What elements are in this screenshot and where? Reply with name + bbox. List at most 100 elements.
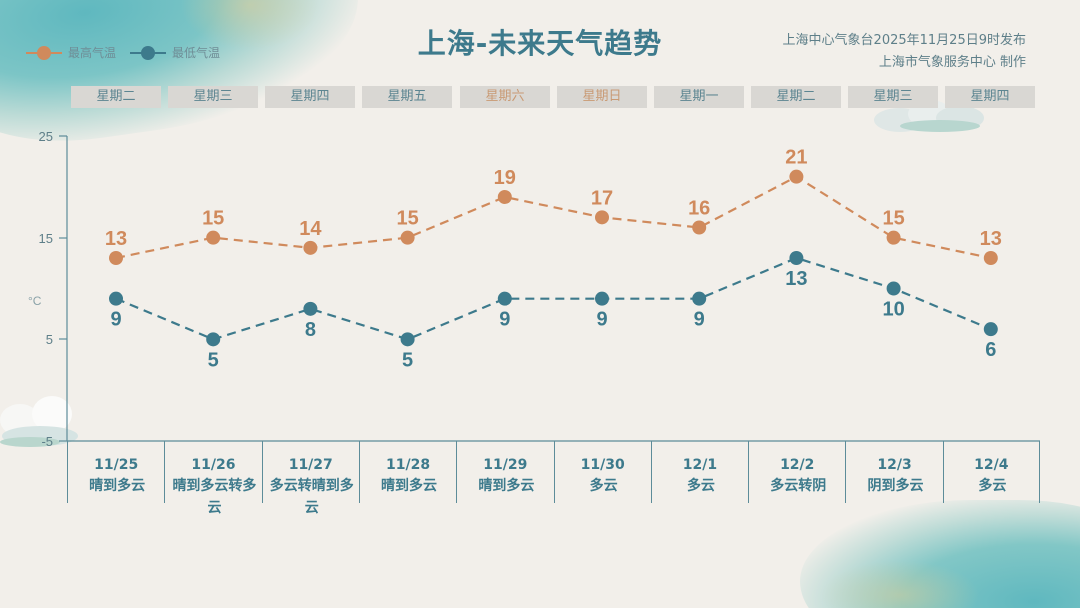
data-point [206, 332, 221, 347]
legend-item-low: 最低气温 [130, 44, 220, 61]
data-label: 15 [202, 208, 224, 230]
data-point [497, 190, 512, 204]
date-label: 11/26 [191, 457, 236, 473]
y-tick-label: 25 [39, 129, 53, 144]
data-point [109, 251, 123, 265]
forecast-column: 11/28 晴到多云 [358, 441, 456, 503]
high-temp-series: 13 15 14 15 19 17 16 21 15 13 [105, 147, 1002, 265]
forecast-column: 12/1 多云 [650, 441, 748, 503]
date-label: 12/1 [682, 457, 718, 473]
forecast-column: 11/25 晴到多云 [67, 441, 164, 503]
legend-label-low: 最低气温 [172, 46, 221, 60]
data-point [109, 291, 123, 306]
date-label: 11/30 [580, 457, 625, 473]
date-label: 12/4 [974, 457, 1009, 473]
y-axis-unit-label: °C [28, 294, 42, 308]
data-point [400, 332, 415, 347]
weekday-label: 星期二 [71, 86, 161, 108]
data-point [692, 291, 707, 306]
high-temp-marker-icon [26, 45, 62, 60]
forecast-column: 12/2 多云转阴 [748, 441, 845, 503]
data-label: 10 [882, 299, 904, 321]
weekday-label: 星期三 [848, 86, 938, 108]
forecast-column: 12/3 阴到多云 [845, 441, 942, 503]
date-label: 11/28 [386, 457, 431, 473]
publisher-info: 上海中心气象台2025年11月25日9时发布 上海市气象服务中心 制作 [783, 30, 1026, 74]
date-label: 11/25 [94, 457, 139, 473]
data-point [886, 281, 901, 296]
data-point [983, 251, 998, 265]
data-label: 13 [980, 228, 1002, 250]
weather-label: 多云 [686, 478, 715, 494]
data-label: 9 [596, 309, 607, 331]
data-label: 14 [299, 218, 322, 240]
data-point [983, 322, 998, 337]
forecast-column: 12/4 多云 [942, 441, 1040, 503]
weekday-label: 星期五 [362, 86, 452, 108]
data-point [497, 291, 512, 306]
producer-text: 上海市气象服务中心 制作 [878, 55, 1026, 70]
legend-label-high: 最高气温 [68, 46, 117, 60]
data-label: 13 [785, 268, 807, 290]
data-label: 17 [591, 187, 613, 209]
legend-item-high: 最高气温 [26, 44, 116, 61]
data-point [789, 251, 804, 265]
weather-label: 多云 [978, 478, 1007, 494]
data-label: 16 [688, 198, 710, 220]
data-label: 13 [105, 228, 127, 250]
weekday-label-weekend: 星期日 [557, 86, 647, 108]
data-label: 9 [694, 309, 705, 331]
data-point [303, 240, 318, 255]
data-point [400, 230, 415, 245]
series-line [115, 256, 992, 341]
data-label: 9 [499, 309, 510, 331]
forecast-column: 11/29 晴到多云 [456, 441, 553, 503]
data-label: 15 [882, 208, 904, 230]
data-label: 21 [785, 147, 807, 169]
forecast-column: 11/26 晴到多云转多云 [164, 441, 261, 516]
date-label: 11/27 [288, 457, 333, 473]
y-tick-labels: 25 15 5 -5 [39, 129, 53, 449]
data-point [303, 301, 318, 316]
y-ticks [59, 135, 67, 442]
forecast-column: 11/30 多云 [553, 441, 651, 503]
weather-label: 阴到多云 [867, 478, 924, 494]
y-tick-label: 5 [46, 332, 53, 347]
weather-label: 晴到多云转多云 [172, 478, 257, 516]
weather-label: 晴到多云 [381, 478, 438, 494]
data-point [206, 230, 221, 245]
watercolor-decoration-bottom-right-gold [820, 560, 980, 608]
weather-label: 多云 [589, 478, 618, 494]
weekday-label: 星期四 [945, 86, 1035, 108]
data-label: 19 [494, 167, 516, 189]
date-label: 12/3 [877, 457, 912, 473]
data-label: 8 [305, 319, 316, 341]
weekday-row: 星期二 星期三 星期四 星期五 星期六 星期日 星期一 星期二 星期三 星期四 [0, 86, 1080, 108]
weekday-label: 星期一 [654, 86, 744, 108]
data-label: 6 [985, 339, 996, 361]
publish-time-text: 上海中心气象台2025年11月25日9时发布 [782, 33, 1026, 48]
data-label: 5 [208, 349, 219, 371]
data-point [595, 210, 609, 225]
chart-legend: 最高气温 最低气温 [26, 44, 234, 61]
data-point [789, 169, 804, 184]
weekday-label: 星期二 [751, 86, 841, 108]
low-temp-marker-icon [130, 45, 167, 60]
weekday-label: 星期三 [168, 86, 258, 108]
watercolor-decoration-top-left-gold [180, 0, 320, 50]
weather-label: 晴到多云 [89, 478, 146, 494]
data-label: 15 [396, 208, 418, 230]
data-label: 5 [402, 349, 413, 371]
low-temp-series: 9 5 8 5 9 9 9 13 10 6 [109, 251, 998, 371]
weekday-label: 星期四 [265, 86, 355, 108]
weather-label: 晴到多云 [478, 478, 535, 494]
data-point [692, 220, 707, 235]
page-title: 上海-未来天气趋势 [417, 27, 663, 60]
date-label: 11/29 [483, 457, 528, 473]
y-tick-label: -5 [41, 434, 53, 449]
weekday-label-weekend: 星期六 [460, 86, 550, 108]
weather-label: 多云转阴 [770, 478, 827, 494]
data-point [886, 230, 901, 245]
weather-label: 多云转晴到多云 [269, 478, 354, 516]
